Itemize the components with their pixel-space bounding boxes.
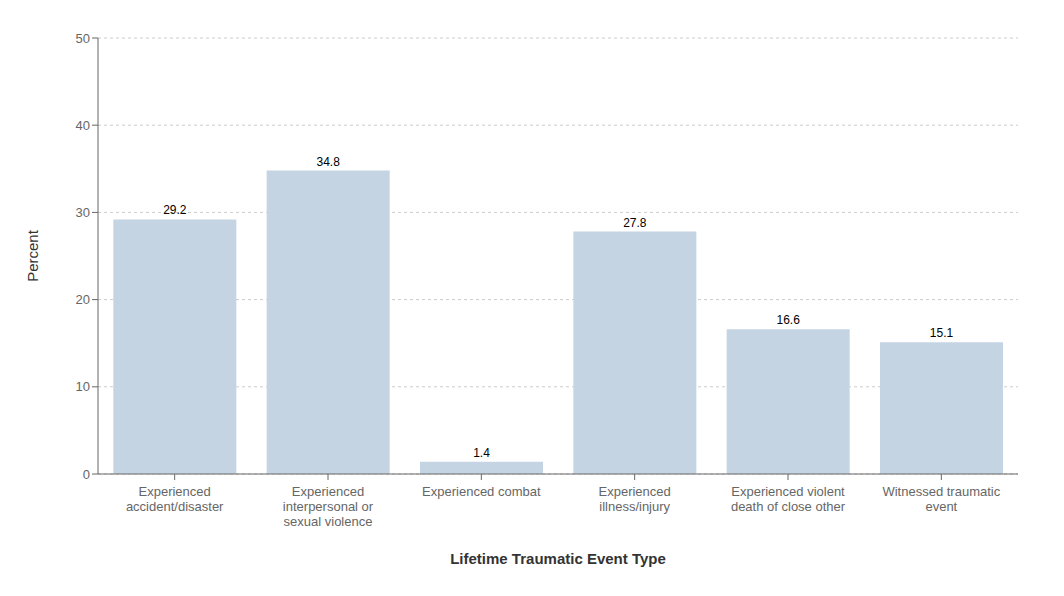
svg-text:Experienced violentdeath of cl: Experienced violentdeath of close other xyxy=(731,484,846,514)
svg-text:16.6: 16.6 xyxy=(776,313,800,327)
svg-text:40: 40 xyxy=(76,118,90,133)
svg-text:Experiencedillness/injury: Experiencedillness/injury xyxy=(599,484,671,514)
svg-text:27.8: 27.8 xyxy=(623,216,647,230)
svg-text:29.2: 29.2 xyxy=(163,203,187,217)
svg-text:Percent: Percent xyxy=(24,229,41,282)
svg-text:50: 50 xyxy=(76,31,90,46)
svg-text:30: 30 xyxy=(76,205,90,220)
svg-text:34.8: 34.8 xyxy=(316,155,340,169)
svg-text:0: 0 xyxy=(83,467,90,482)
svg-text:Experiencedinterpersonal orsex: Experiencedinterpersonal orsexual violen… xyxy=(283,484,374,529)
svg-text:1.4: 1.4 xyxy=(473,446,490,460)
svg-text:20: 20 xyxy=(76,292,90,307)
svg-text:Lifetime Traumatic Event Type: Lifetime Traumatic Event Type xyxy=(450,550,666,567)
svg-text:Experienced combat: Experienced combat xyxy=(422,484,541,499)
svg-text:15.1: 15.1 xyxy=(930,326,954,340)
svg-text:10: 10 xyxy=(76,379,90,394)
svg-text:Witnessed traumaticevent: Witnessed traumaticevent xyxy=(882,484,1000,514)
svg-text:Experiencedaccident/disaster: Experiencedaccident/disaster xyxy=(126,484,224,514)
